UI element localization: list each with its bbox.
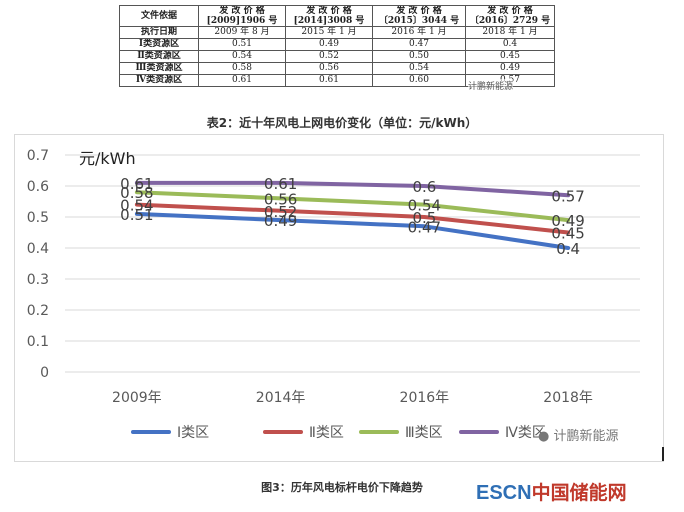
table-cell: 0.50 (372, 50, 466, 63)
table-cell: 0.60 (372, 74, 466, 87)
table-row: 执行日期 2009 年 8 月 2015 年 1 月 2016 年 1 月 20… (119, 26, 555, 39)
table-cell: 2016 年 1 月 (372, 26, 466, 39)
y-axis-label: 元/kWh (79, 149, 136, 168)
data-label: 0.57 (551, 187, 584, 205)
table-cell: 0.4 (465, 38, 555, 51)
row-label: Ⅱ类资源区 (119, 50, 199, 63)
logo-brand: ESCN (476, 482, 532, 504)
table-cell: 0.54 (372, 62, 466, 75)
table-cell: 2009 年 8 月 (198, 26, 286, 39)
table-cell: 0.49 (465, 62, 555, 75)
text-cursor (662, 447, 664, 461)
series-line (134, 190, 571, 223)
header-label: 文件依据 (119, 5, 199, 27)
y-tick-label: 0.6 (27, 179, 49, 195)
table-caption: 表2：近十年风电上网电价变化（单位：元/kWh） (206, 116, 478, 130)
line-chart: 0 0.1 0.2 0.3 0.4 0.5 0.6 0.7 元/kWh 2009年 2014年 201… (27, 148, 640, 441)
table-cell: 0.51 (198, 38, 286, 51)
table-cell: 2015 年 1 月 (285, 26, 373, 39)
chart-frame: 0 0.1 0.2 0.3 0.4 0.5 0.6 0.7 元/kWh 2009年 2014年 201… (14, 134, 664, 462)
data-label: 0.49 (264, 212, 297, 230)
data-label: 0.56 (264, 190, 297, 208)
legend-label: Ⅳ类区 (505, 425, 546, 441)
row-label: Ⅰ类资源区 (119, 38, 199, 51)
data-label: 0.58 (120, 184, 153, 202)
x-tick-label: 2009年 (112, 390, 162, 406)
data-label: 0.54 (408, 197, 441, 215)
y-tick-label: 0.3 (27, 272, 49, 288)
logo-site: 中国储能网 (531, 482, 627, 504)
data-label: 0.52 (264, 203, 297, 221)
x-tick-label: 2016年 (400, 390, 450, 406)
table-cell: 2018 年 1 月 (465, 26, 555, 39)
row-label: Ⅳ类资源区 (119, 74, 199, 87)
data-label: 0.61 (120, 175, 153, 193)
x-tick-label: 2014年 (256, 390, 306, 406)
document-header: 发 改 价 格〔2016〕2729 号 (465, 5, 555, 27)
data-label: 0.61 (264, 175, 297, 193)
legend-label: Ⅱ类区 (309, 425, 344, 441)
wechat-icon: ●︎ (538, 429, 550, 444)
data-label: 0.6 (412, 178, 436, 196)
chart-watermark-text: 计鹏新能源 (553, 429, 619, 444)
y-tick-label: 0.2 (27, 303, 49, 319)
table-row: Ⅰ类资源区 0.51 0.49 0.47 0.4 (119, 38, 555, 51)
y-tick-label: 0.1 (27, 334, 49, 350)
table-cell: 0.61 (285, 74, 373, 87)
y-tick-label: 0 (40, 365, 49, 381)
table-cell: 0.45 (465, 50, 555, 63)
document-header: 发 改 价 格 [2009]1906 号 (198, 5, 286, 27)
data-label: 0.47 (408, 218, 441, 236)
data-label: 0.45 (551, 225, 584, 243)
table-watermark: 计鹏新能源 (468, 79, 514, 92)
data-label: 0.5 (412, 209, 436, 227)
table-row: Ⅲ类资源区 0.58 0.56 0.54 0.49 (119, 62, 555, 75)
table-cell: 0.58 (198, 62, 286, 75)
date-label: 执行日期 (119, 26, 199, 39)
series-line (134, 211, 571, 250)
table-cell: 0.61 (198, 74, 286, 87)
document-header: 发 改 价 格 [2014]3008 号 (285, 5, 373, 27)
y-tick-label: 0.7 (27, 148, 49, 164)
table-cell: 0.49 (285, 38, 373, 51)
chart-caption: 图3：历年风电标杆电价下降趋势 (261, 481, 423, 494)
table-cell: 0.47 (372, 38, 466, 51)
y-tick-label: 0.5 (27, 210, 49, 226)
table-header-row: 文件依据 发 改 价 格 [2009]1906 号 发 改 价 格 [2014]30… (119, 5, 555, 27)
data-label: 0.4 (556, 240, 580, 258)
table-cell: 0.52 (285, 50, 373, 63)
series-line (134, 202, 571, 235)
data-label: 0.49 (551, 212, 584, 230)
table-row: Ⅱ类资源区 0.54 0.52 0.50 0.45 (119, 50, 555, 63)
table-cell: 0.56 (285, 62, 373, 75)
document-header: 发 改 价 格〔2015〕3044 号 (372, 5, 466, 27)
table-cell: 0.54 (198, 50, 286, 63)
legend-label: Ⅲ类区 (405, 425, 443, 441)
escn-logo: ESCN中国储能网 (476, 478, 627, 505)
series-line (134, 180, 571, 198)
legend-label: Ⅰ类区 (177, 425, 209, 441)
x-tick-label: 2018年 (543, 390, 593, 406)
row-label: Ⅲ类资源区 (119, 62, 199, 75)
tariff-table: 文件依据 发 改 价 格 [2009]1906 号 发 改 价 格 [2014]30… (119, 5, 555, 87)
data-label: 0.54 (120, 197, 153, 215)
y-tick-label: 0.4 (27, 241, 49, 257)
data-label: 0.51 (120, 206, 153, 224)
chart-watermark: ●︎ 计鹏新能源 (538, 425, 619, 444)
